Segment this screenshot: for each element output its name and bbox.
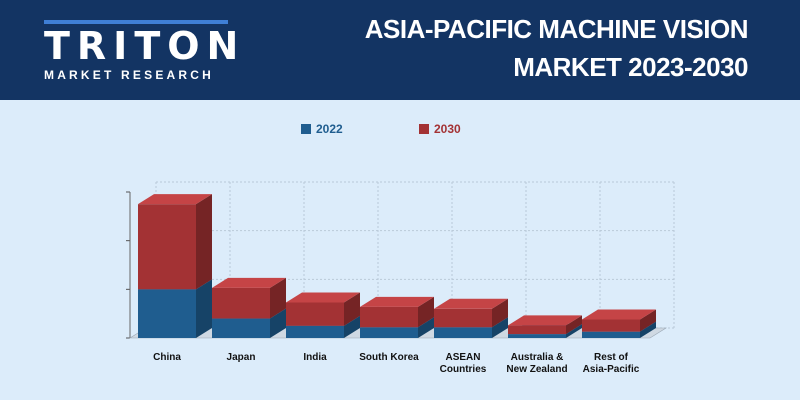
category-label-line: New Zealand <box>506 364 567 375</box>
bar-2022-side <box>344 315 360 338</box>
bar-2030-top <box>360 296 434 307</box>
bar-2030 <box>360 296 434 328</box>
header-banner: TRITON MARKET RESEARCH ASIA-PACIFIC MACH… <box>0 0 800 100</box>
bar-2030-top <box>582 309 656 320</box>
bar-2022-side <box>418 317 434 338</box>
bar-2022-side <box>270 308 286 338</box>
bar-2030-front <box>286 302 344 326</box>
bar-2030 <box>434 298 508 328</box>
category-label-line: Rest of <box>594 352 629 363</box>
bar-2030-front <box>434 308 492 328</box>
category-label-line: Countries <box>440 364 487 375</box>
legend-label-2030: 2030 <box>434 122 461 136</box>
bar-2022-side <box>492 317 508 338</box>
category-label: Rest of Asia-Pacific <box>583 352 640 375</box>
category-label: ASEAN Countries <box>440 352 487 375</box>
category-label-line: Australia & <box>511 352 564 363</box>
legend-swatch-2022 <box>301 124 311 134</box>
triton-logo: TRITON MARKET RESEARCH <box>44 18 244 88</box>
category-label: Australia & New Zealand <box>506 352 567 375</box>
bar-2022-front <box>138 289 196 338</box>
bar-2030 <box>138 194 212 290</box>
category-label-line: Japan <box>227 352 256 363</box>
legend: 2022 2030 <box>301 122 461 136</box>
legend-label-2022: 2022 <box>316 122 343 136</box>
category-labels: China Japan India South Korea ASEAN Countries… <box>153 352 640 375</box>
bar-2030-top <box>138 194 212 205</box>
logo-accent-bar <box>44 20 228 24</box>
bar-2022-side <box>196 279 212 338</box>
bar-2030 <box>582 309 656 332</box>
title-line-1: ASIA-PACIFIC MACHINE VISION <box>364 14 749 44</box>
bar-2030-top <box>434 298 508 309</box>
bar-2022-side <box>640 321 656 338</box>
bar-2030 <box>286 292 360 326</box>
bar-2030-front <box>508 325 566 335</box>
logo-wordmark: TRITON <box>44 24 246 68</box>
category-label-line: Asia-Pacific <box>583 364 640 375</box>
category-label: Japan <box>227 352 256 363</box>
logo-subtitle: MARKET RESEARCH <box>44 68 215 82</box>
bar-2030-side <box>196 194 212 290</box>
bar-2022-front <box>434 327 492 338</box>
legend-swatch-2030 <box>419 124 429 134</box>
category-label-line: China <box>153 352 181 363</box>
bar-2030-side <box>270 277 286 319</box>
bar-2030-top <box>212 277 286 288</box>
category-label: South Korea <box>359 352 419 363</box>
bar-2030-front <box>582 319 640 332</box>
category-label: China <box>153 352 181 363</box>
bar-2030-side <box>492 298 508 328</box>
bar-2022-front <box>582 331 640 338</box>
category-label-line: ASEAN <box>445 352 480 363</box>
bar-2030-side <box>344 292 360 326</box>
page-title: ASIA-PACIFIC MACHINE VISION MARKET 2023-… <box>328 10 749 86</box>
bar-2030 <box>212 277 286 319</box>
bar-2022-front <box>212 318 270 338</box>
title-line-2: MARKET 2023-2030 <box>513 52 748 82</box>
bar-2022-front <box>508 334 566 338</box>
category-label: India <box>303 352 327 363</box>
category-label-line: India <box>303 352 327 363</box>
category-label-line: South Korea <box>359 352 419 363</box>
bar-2030-front <box>138 204 196 290</box>
bar-2030-side <box>418 296 434 328</box>
chart-bars <box>138 194 656 338</box>
bar-2030-side <box>566 315 582 335</box>
bar-2030-front <box>360 306 418 328</box>
bar-2030-top <box>508 315 582 326</box>
bar-2030-side <box>640 309 656 332</box>
bar-2030 <box>508 315 582 335</box>
bar-2030-top <box>286 292 360 303</box>
bar-2022-side <box>566 324 582 338</box>
bar-2022-front <box>360 327 418 338</box>
bar-2030-front <box>212 287 270 319</box>
bar-chart: 2022 2030 China Japan India South Korea ASEA… <box>126 122 675 375</box>
bar-2022-front <box>286 325 344 338</box>
